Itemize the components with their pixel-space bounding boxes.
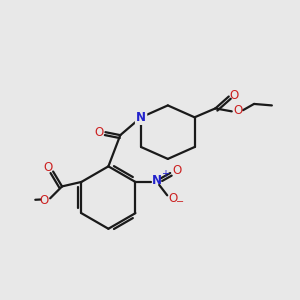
Text: O: O [43, 161, 52, 175]
Text: O: O [234, 104, 243, 117]
Text: O: O [230, 88, 239, 101]
Text: N: N [152, 174, 162, 187]
Text: −: − [176, 197, 184, 207]
Text: O: O [169, 192, 178, 205]
Text: O: O [40, 194, 49, 207]
Text: +: + [161, 169, 169, 178]
Text: O: O [95, 126, 104, 139]
Text: N: N [136, 111, 146, 124]
Text: O: O [172, 164, 182, 177]
